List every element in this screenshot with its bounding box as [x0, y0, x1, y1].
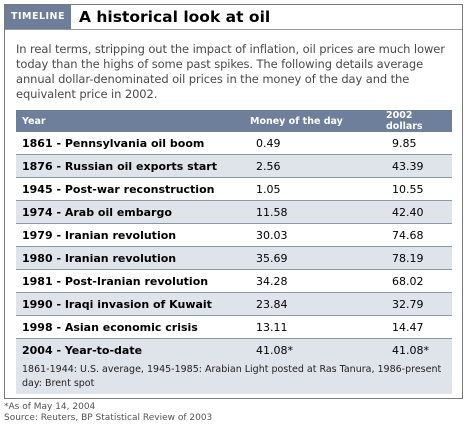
row-year-event: 1974 - Arab oil embargo [16, 200, 250, 224]
row-year-event: 1979 - Iranian revolution [16, 223, 250, 247]
source-note: Source: Reuters, BP Statistical Review o… [4, 413, 213, 423]
table-header-row: Year Money of the day 2002 dollars [16, 110, 452, 132]
intro-text: In real terms, stripping out the impact … [16, 42, 445, 101]
table-row: 1998 - Asian economic crisis 13.11 14.47 [16, 315, 452, 339]
table-row: 1945 - Post-war reconstruction 1.05 10.5… [16, 177, 452, 201]
column-header-2002-dollars: 2002 dollars [386, 110, 452, 132]
row-2002-dollars: 41.08* [386, 338, 452, 362]
as-of-note: *As of May 14, 2004 [4, 402, 96, 412]
row-money-of-day: 1.05 [250, 177, 386, 201]
table-row: 1981 - Post-Iranian revolution 34.28 68.… [16, 269, 452, 293]
row-money-of-day: 11.58 [250, 200, 386, 224]
table-row: 1861 - Pennsylvania oil boom 0.49 9.85 [16, 132, 452, 155]
panel-title: A historical look at oil [79, 8, 271, 26]
row-year-event: 1861 - Pennsylvania oil boom [16, 132, 250, 155]
row-year-event: 1990 - Iraqi invasion of Kuwait [16, 292, 250, 316]
row-money-of-day: 0.49 [250, 132, 386, 155]
row-money-of-day: 35.69 [250, 246, 386, 270]
row-money-of-day: 30.03 [250, 223, 386, 247]
table-footnote: 1861-1944: U.S. average, 1945-1985: Arab… [16, 360, 452, 394]
table-row: 1990 - Iraqi invasion of Kuwait 23.84 32… [16, 292, 452, 316]
row-year-event: 1980 - Iranian revolution [16, 246, 250, 270]
page-footer: *As of May 14, 2004 Source: Reuters, BP … [4, 402, 212, 424]
row-money-of-day: 41.08* [250, 338, 386, 362]
row-year-event: 2004 - Year-to-date [16, 338, 250, 362]
row-2002-dollars: 32.79 [386, 292, 452, 316]
row-money-of-day: 2.56 [250, 154, 386, 178]
row-2002-dollars: 68.02 [386, 269, 452, 293]
panel-header: TIMELINE A historical look at oil [5, 5, 462, 30]
table-row: 1980 - Iranian revolution 35.69 78.19 [16, 246, 452, 270]
table-row: 1979 - Iranian revolution 30.03 74.68 [16, 223, 452, 247]
row-money-of-day: 13.11 [250, 315, 386, 339]
row-money-of-day: 34.28 [250, 269, 386, 293]
row-2002-dollars: 78.19 [386, 246, 452, 270]
row-2002-dollars: 74.68 [386, 223, 452, 247]
timeline-tag: TIMELINE [5, 5, 71, 29]
table-row: 2004 - Year-to-date 41.08* 41.08* [16, 338, 452, 362]
row-year-event: 1876 - Russian oil exports start [16, 154, 250, 178]
row-year-event: 1998 - Asian economic crisis [16, 315, 250, 339]
table-row: 1974 - Arab oil embargo 11.58 42.40 [16, 200, 452, 224]
row-2002-dollars: 10.55 [386, 177, 452, 201]
row-2002-dollars: 43.39 [386, 154, 452, 178]
row-2002-dollars: 14.47 [386, 315, 452, 339]
row-money-of-day: 23.84 [250, 292, 386, 316]
timeline-panel: TIMELINE A historical look at oil In rea… [4, 4, 463, 399]
row-2002-dollars: 42.40 [386, 200, 452, 224]
oil-price-table: Year Money of the day 2002 dollars 1861 … [16, 110, 452, 362]
column-header-money-of-day: Money of the day [250, 110, 386, 132]
row-year-event: 1981 - Post-Iranian revolution [16, 269, 250, 293]
column-header-year: Year [16, 110, 250, 132]
row-2002-dollars: 9.85 [386, 132, 452, 155]
row-year-event: 1945 - Post-war reconstruction [16, 177, 250, 201]
table-row: 1876 - Russian oil exports start 2.56 43… [16, 154, 452, 178]
